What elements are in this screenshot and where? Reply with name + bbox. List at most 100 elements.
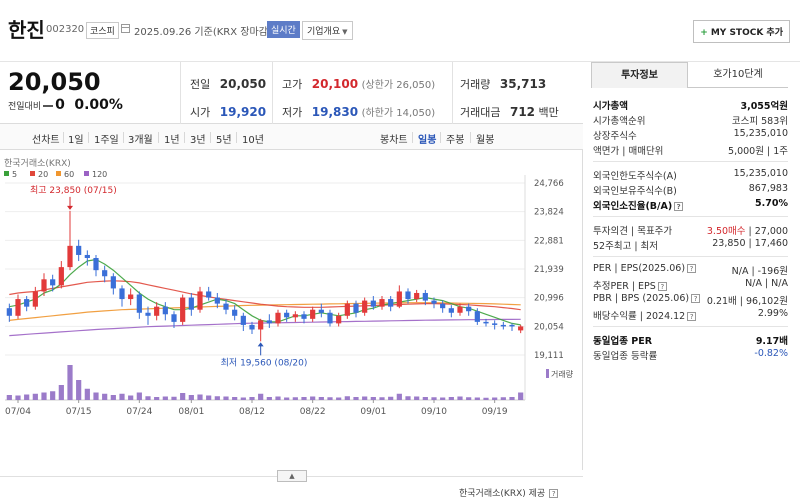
high-label: 고가 [282, 78, 303, 91]
help-icon[interactable]: ? [657, 282, 667, 291]
info-value: 3,055억원 [740, 101, 788, 112]
high-price: 고가 20,100 (상한가 26,050) [282, 76, 435, 92]
candle-body [440, 303, 446, 309]
candle-body [58, 267, 64, 286]
candle-body [93, 258, 99, 271]
candle-body [414, 292, 420, 300]
info-value: 2.99% [757, 308, 788, 319]
candle-body [379, 299, 385, 307]
x-tick-label: 07/04 [5, 407, 31, 417]
volume-bar [483, 397, 489, 400]
volume-bar [292, 397, 298, 400]
x-tick-label: 07/24 [126, 407, 152, 417]
candle-body [136, 294, 142, 313]
info-value: 867,983 [748, 183, 788, 194]
tab-line-chart[interactable]: 선차트 [32, 135, 60, 146]
volume-bar [379, 397, 385, 400]
tab-1week[interactable]: 1주일 [94, 135, 119, 146]
help-icon[interactable]: ? [549, 489, 559, 498]
volume-bar [110, 395, 116, 400]
tab-3month[interactable]: 3개월 [128, 135, 153, 146]
x-axis-labels: 07/04 07/15 07/24 08/01 08/12 08/22 09/01 09/10… [5, 400, 508, 417]
volume-bar [284, 397, 290, 400]
tab-daily[interactable]: 일봉 [418, 135, 437, 146]
info-key: PER | EPS(2025.06)? [593, 263, 697, 274]
invest-opinion: 3.50매수 [706, 226, 746, 237]
market-tag: 코스피 [86, 22, 119, 39]
current-price: 20,050 [8, 68, 101, 96]
chart-svg: 한국거래소(KRX) 5 20 60 120 최고 23,850 (07/15) 최저 … [4, 158, 574, 417]
volume-label: 거래량 [460, 78, 491, 91]
tab-divider [158, 132, 159, 143]
y-tick-label: 24,766 [534, 179, 564, 189]
price-chart[interactable]: 한국거래소(KRX) 5 20 60 120 최고 23,850 (07/15) 최저 … [0, 150, 583, 470]
company-info-dropdown[interactable]: 기업개요 ▼ [302, 21, 353, 40]
tab-candle-chart[interactable]: 봉차트 [380, 135, 408, 146]
high-arrow-head [67, 205, 73, 210]
tab-invest-info[interactable]: 투자정보 [591, 62, 688, 88]
volume-bar [232, 397, 238, 400]
info-value: 5.70% [755, 198, 788, 209]
candle-body [6, 308, 12, 316]
info-key: 외국인한도주식수(A) [593, 171, 677, 182]
realtime-button[interactable]: 실시간 [267, 21, 300, 38]
change-value: 0 [55, 97, 65, 113]
volume-bar [301, 397, 307, 400]
volume-bar [440, 397, 446, 400]
info-key: 동일업종 PER [593, 336, 653, 347]
tab-1year[interactable]: 1년 [164, 135, 180, 146]
candle-body [206, 291, 212, 298]
collapse-button[interactable]: ▲ [277, 470, 307, 482]
candle-body [24, 299, 30, 307]
y-tick-label: 21,939 [534, 265, 564, 275]
tab-3year[interactable]: 3년 [190, 135, 206, 146]
tab-quote-10[interactable]: 호가10단계 [688, 62, 788, 88]
tab-5year[interactable]: 5년 [216, 135, 232, 146]
mystock-label: MY STOCK 추가 [710, 28, 783, 38]
help-icon[interactable]: ? [687, 264, 697, 273]
candle-body [240, 315, 246, 325]
candle-body [500, 324, 506, 327]
tab-10year[interactable]: 10년 [242, 135, 264, 146]
candle-body [284, 312, 290, 318]
info-value: 0.21배 | 96,102원 [706, 296, 788, 307]
low-annotation: 최저 19,560 (08/20) [221, 357, 308, 368]
amount-unit: 백만 [538, 106, 559, 119]
prev-label: 전일 [190, 78, 211, 91]
ma20-line [9, 280, 521, 311]
volume-legend-swatch [546, 369, 549, 378]
volume-bar [336, 397, 342, 400]
x-tick-label: 09/01 [360, 407, 386, 417]
info-row: 시가총액순위 코스피 583위 [593, 113, 788, 128]
tab-divider [88, 132, 89, 143]
info-key: 액면가 | 매매단위 [593, 146, 664, 157]
add-mystock-button[interactable]: + MY STOCK 추가 [693, 20, 790, 43]
info-row: 시가총액 3,055억원 [593, 98, 788, 113]
candle-body [214, 297, 220, 304]
volume-bar [223, 396, 229, 400]
candle-body [405, 291, 411, 300]
change-label: 전일대비 [8, 102, 42, 112]
volume-bar [76, 380, 82, 400]
tab-weekly[interactable]: 주봉 [446, 135, 465, 146]
candle-body [431, 300, 437, 304]
volume-bar [457, 396, 463, 400]
info-value: 5,000원 | 1주 [728, 146, 788, 157]
help-icon[interactable]: ? [691, 294, 701, 303]
volume-bar [249, 397, 255, 400]
amount-label: 거래대금 [460, 106, 501, 119]
volume-bar [327, 397, 333, 400]
y-tick-label: 19,111 [534, 351, 564, 361]
legend-swatch [84, 171, 89, 176]
help-icon[interactable]: ? [687, 312, 697, 321]
help-icon[interactable]: ? [674, 202, 684, 211]
volume-bar [362, 396, 368, 400]
ma120-line [9, 318, 521, 337]
volume-bar [24, 394, 30, 400]
info-key: 상장주식수 [593, 131, 637, 142]
tab-1day[interactable]: 1일 [68, 135, 84, 146]
info-key: 외국인소진율(B/A)? [593, 198, 684, 212]
tab-monthly[interactable]: 월봉 [476, 135, 495, 146]
volume-bar [58, 385, 64, 400]
volume-bar [128, 395, 134, 400]
